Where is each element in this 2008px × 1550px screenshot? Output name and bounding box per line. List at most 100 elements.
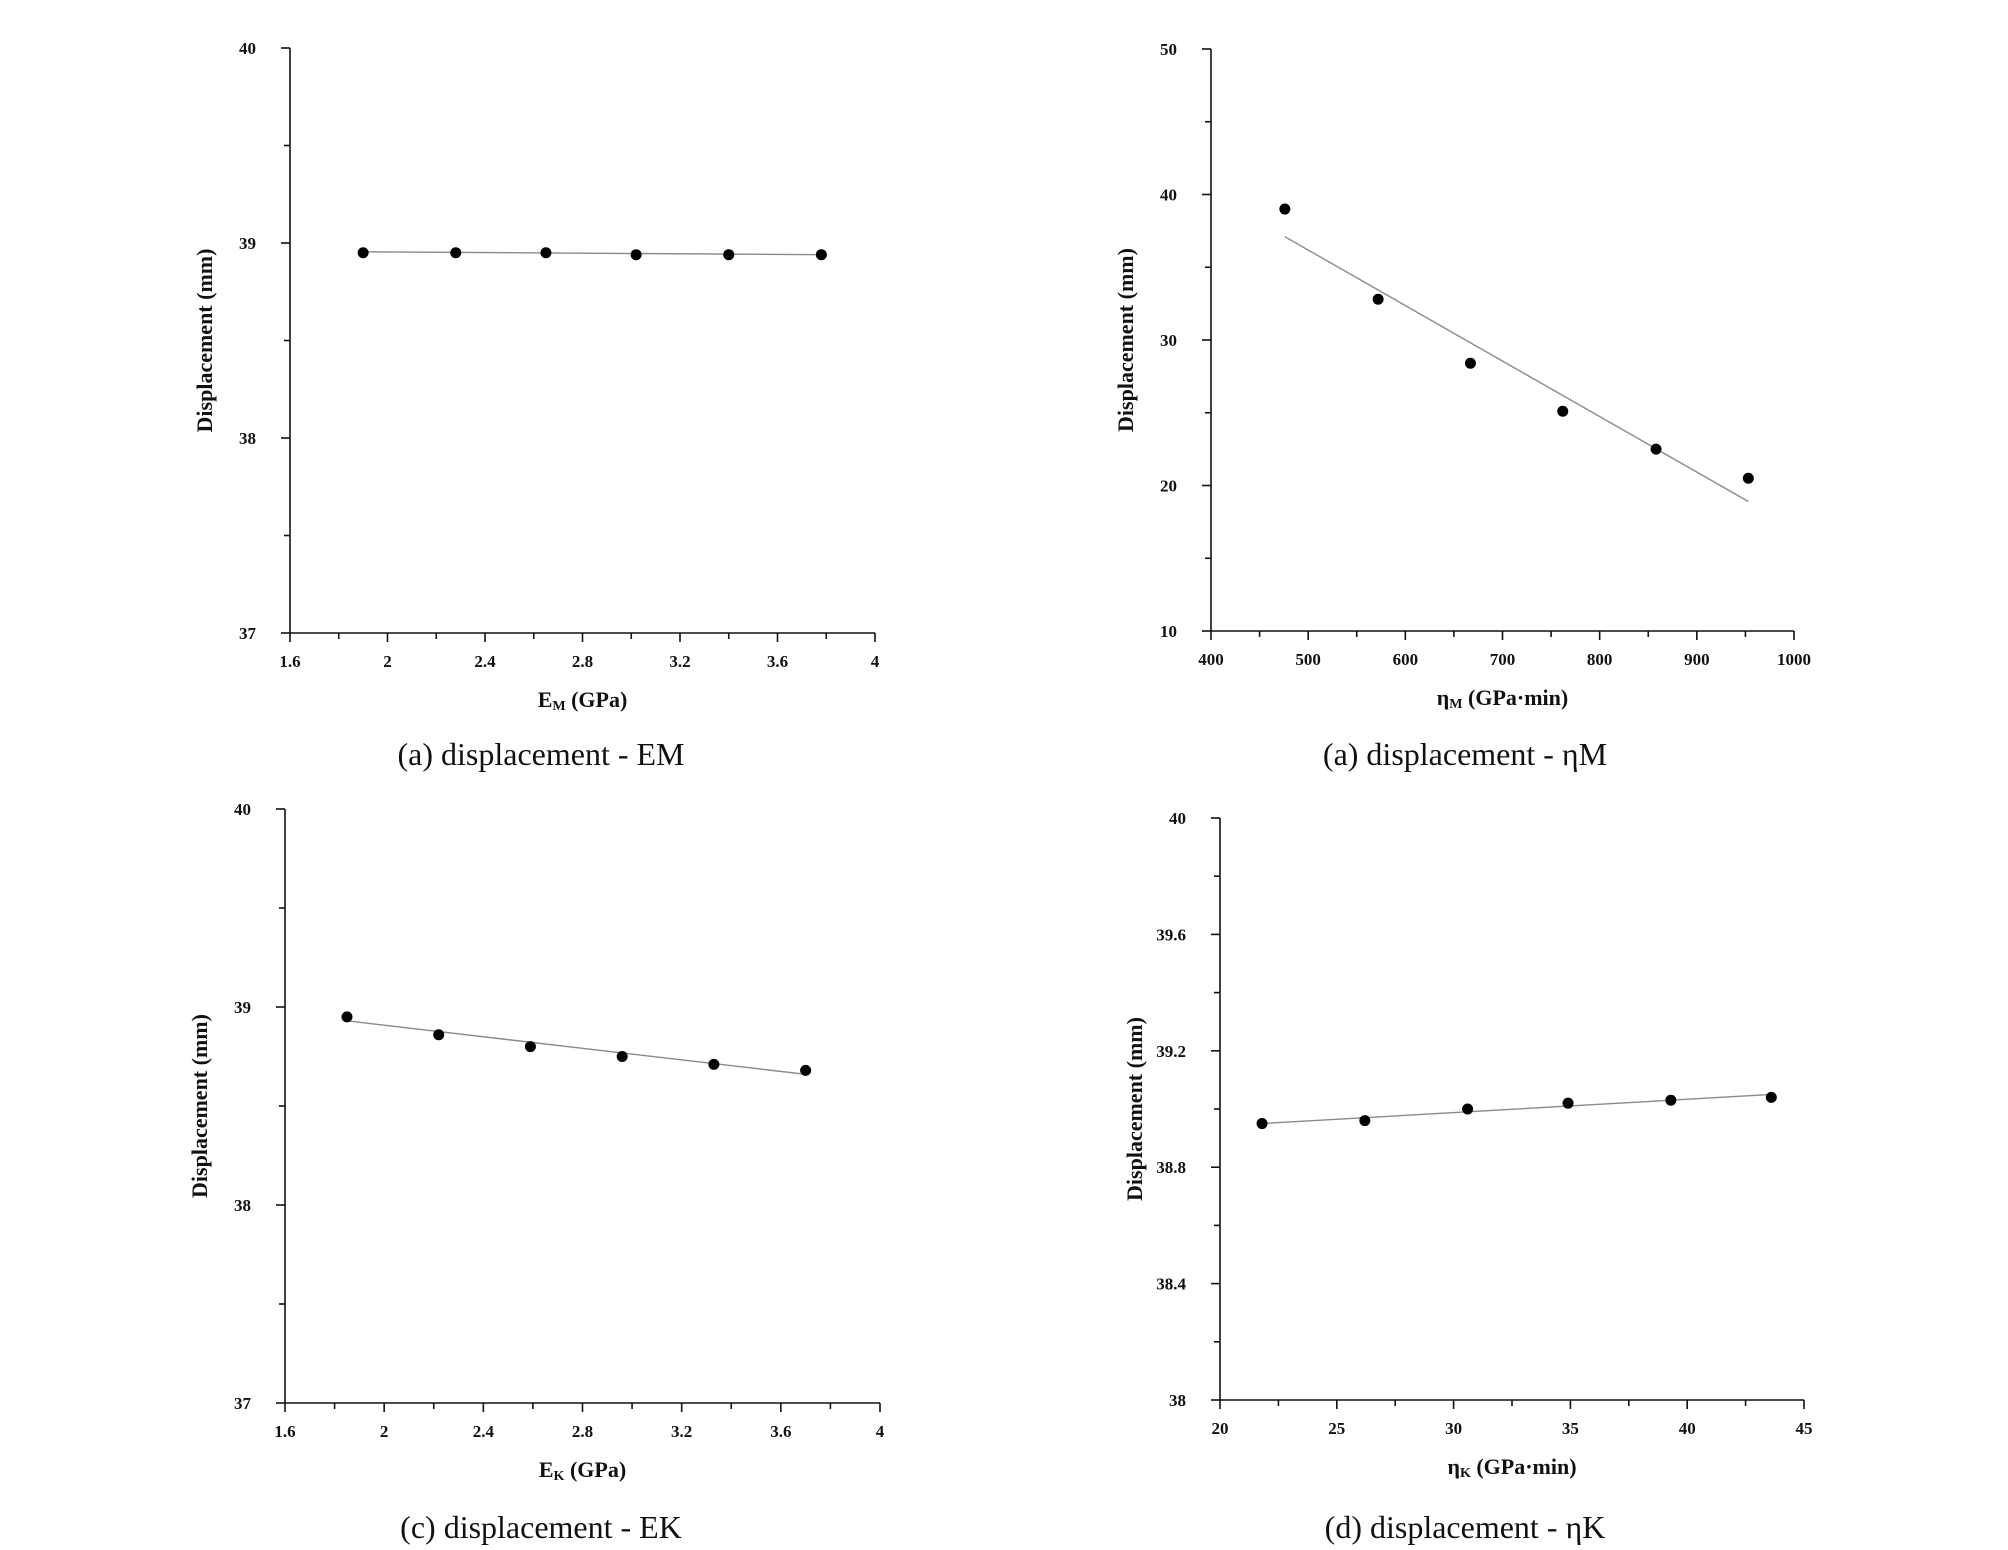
y-tick-label: 40	[234, 800, 251, 819]
y-tick-label: 37	[239, 624, 257, 643]
x-axis-label-unit: (GPa·min)	[1471, 1454, 1577, 1479]
data-point	[450, 247, 462, 259]
data-point	[1665, 1094, 1677, 1106]
data-point	[540, 247, 552, 259]
y-tick-label: 39	[239, 234, 256, 253]
x-tick-label: 2.4	[473, 1422, 495, 1441]
data-point	[1372, 293, 1384, 305]
panel-caption: (a) displacement - ηM	[1323, 736, 1607, 772]
x-axis-label-unit: (GPa·min)	[1463, 685, 1569, 710]
fit-line	[346, 1020, 806, 1076]
data-point	[1279, 203, 1291, 215]
x-axis-label: ηK (GPa·min)	[1447, 1454, 1576, 1481]
y-tick-label: 39	[234, 998, 251, 1017]
y-axis-label: Displacement (mm)	[187, 1014, 212, 1198]
x-tick-label: 2.4	[474, 652, 496, 671]
x-axis-label-symbol: η	[1447, 1454, 1460, 1479]
panel-caption: (d) displacement - ηK	[1325, 1509, 1606, 1545]
y-tick-label: 38	[239, 429, 256, 448]
data-point	[708, 1058, 720, 1070]
x-tick-label: 20	[1212, 1419, 1229, 1438]
x-axis-label-subscript: K	[554, 1469, 565, 1484]
x-tick-label: 4	[871, 652, 880, 671]
y-tick-label: 38.8	[1156, 1158, 1186, 1177]
y-axis-label: Displacement (mm)	[1122, 1017, 1147, 1201]
fit-line	[363, 251, 822, 256]
x-tick-label: 2	[380, 1422, 389, 1441]
data-point	[723, 249, 735, 261]
y-tick-label: 37	[234, 1394, 252, 1413]
x-axis-label-subscript: K	[1460, 1466, 1471, 1481]
x-axis-label-symbol: E	[538, 687, 553, 712]
x-tick-label: 45	[1796, 1419, 1813, 1438]
data-point	[433, 1029, 445, 1041]
data-point	[1359, 1115, 1371, 1127]
data-point	[357, 247, 369, 259]
chart-panel-4: 20 25 30 35 40 45 38 38.4 38.8 39.2 39.6 40 ηK (GPa·…	[1122, 809, 1813, 1545]
chart-panel-1: 1.6 2 2.4 2.8 3.2 3.6 4 37 38 39 40 EM (GPa) Displac…	[192, 39, 880, 772]
x-tick-label: 500	[1295, 650, 1321, 669]
y-tick-label: 20	[1160, 477, 1177, 496]
data-point	[800, 1064, 812, 1076]
data-point	[1742, 472, 1754, 484]
y-tick-label: 40	[239, 39, 256, 58]
data-point	[1562, 1097, 1574, 1109]
x-axis-label: EM (GPa)	[538, 687, 628, 714]
x-tick-label: 35	[1562, 1419, 1579, 1438]
chart-panel-2: 400 500 600 700 800 900 1000 10 20 30 40 50 ηM (GPa·…	[1113, 40, 1811, 772]
y-tick-label: 39.6	[1156, 925, 1186, 944]
y-tick-label: 10	[1160, 622, 1177, 641]
data-point	[616, 1051, 628, 1062]
chart-panel-3: 1.6 2 2.4 2.8 3.2 3.6 4 37 38 39 40 EK (GPa) Displac…	[187, 800, 885, 1545]
data-point	[1765, 1091, 1777, 1103]
panel-caption: (c) displacement - EK	[400, 1509, 682, 1545]
data-point	[1462, 1103, 1474, 1115]
x-tick-label: 1000	[1777, 650, 1811, 669]
data-point	[524, 1041, 536, 1053]
x-tick-label: 1.6	[279, 652, 300, 671]
x-tick-label: 3.6	[770, 1422, 791, 1441]
y-tick-label: 50	[1160, 40, 1177, 59]
x-axis-label: EK (GPa)	[539, 1457, 626, 1484]
x-tick-label: 3.6	[767, 652, 788, 671]
x-tick-label: 2.8	[572, 1422, 593, 1441]
x-tick-label: 40	[1679, 1419, 1696, 1438]
data-point	[1464, 357, 1476, 369]
y-tick-label: 40	[1160, 186, 1177, 205]
x-axis-label-symbol: η	[1437, 685, 1450, 710]
data-point	[630, 249, 642, 261]
y-axis-label: Displacement (mm)	[192, 249, 217, 433]
y-tick-label: 30	[1160, 331, 1177, 350]
y-tick-label: 38	[1169, 1391, 1186, 1410]
y-tick-label: 39.2	[1156, 1042, 1186, 1061]
x-axis-label-symbol: E	[539, 1457, 554, 1482]
x-tick-label: 2.8	[572, 652, 593, 671]
x-axis-label-subscript: M	[552, 699, 565, 714]
x-axis-label-subscript: M	[1449, 697, 1462, 712]
x-tick-label: 3.2	[669, 652, 690, 671]
x-tick-label: 700	[1490, 650, 1516, 669]
x-tick-label: 3.2	[671, 1422, 692, 1441]
x-axis-label-unit: (GPa)	[564, 1457, 626, 1482]
y-axis-label: Displacement (mm)	[1113, 248, 1138, 432]
y-tick-label: 38	[234, 1196, 251, 1215]
data-point	[815, 249, 827, 261]
x-tick-label: 30	[1445, 1419, 1462, 1438]
x-tick-label: 800	[1587, 650, 1613, 669]
x-axis-label-unit: (GPa)	[566, 687, 628, 712]
x-tick-label: 1.6	[274, 1422, 295, 1441]
x-tick-label: 400	[1198, 650, 1224, 669]
x-tick-label: 25	[1328, 1419, 1345, 1438]
fit-line	[1284, 236, 1749, 503]
y-tick-label: 38.4	[1156, 1275, 1186, 1294]
x-axis-label: ηM (GPa·min)	[1437, 685, 1568, 712]
x-tick-label: 600	[1393, 650, 1419, 669]
x-tick-label: 2	[383, 652, 392, 671]
y-tick-label: 40	[1169, 809, 1186, 828]
data-point	[1650, 443, 1662, 455]
x-tick-label: 4	[876, 1422, 885, 1441]
data-point	[1557, 405, 1569, 417]
data-point	[341, 1011, 353, 1023]
data-point	[1256, 1118, 1268, 1130]
